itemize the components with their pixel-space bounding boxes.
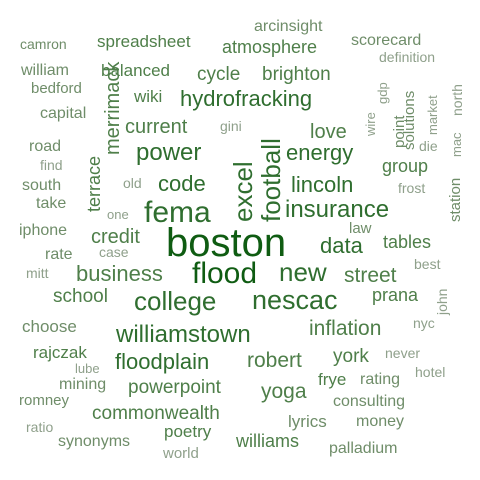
word-wiki: wiki	[133, 87, 162, 106]
word-tables: tables	[383, 232, 431, 252]
word-mitt: mitt	[26, 265, 49, 281]
word-fema: fema	[144, 196, 211, 229]
word-north: north	[449, 84, 465, 116]
word-commonwealth: commonwealth	[92, 403, 220, 424]
word-station: station	[447, 178, 464, 222]
word-street: street	[344, 264, 397, 287]
word-flood: flood	[192, 257, 257, 290]
word-choose: choose	[22, 317, 77, 336]
word-power: power	[136, 139, 201, 166]
word-new: new	[279, 257, 327, 287]
word-frost: frost	[398, 180, 425, 196]
word-college: college	[134, 286, 216, 316]
word-gdp: gdp	[375, 82, 390, 104]
word-energy: energy	[286, 140, 353, 165]
word-yoga: yoga	[261, 380, 307, 403]
word-best: best	[414, 256, 441, 272]
word-robert: robert	[247, 349, 302, 372]
word-world: world	[162, 445, 199, 462]
word-take: take	[36, 195, 66, 212]
word-credit: credit	[91, 226, 140, 248]
word-lincoln: lincoln	[291, 172, 353, 197]
word-rate: rate	[45, 246, 73, 263]
word-road: road	[29, 138, 61, 155]
word-case: case	[99, 244, 129, 260]
word-code: code	[158, 171, 206, 196]
word-york: york	[333, 346, 369, 367]
word-arcinsight: arcinsight	[254, 18, 323, 35]
word-ratio: ratio	[26, 419, 53, 435]
word-balanced: balanced	[101, 61, 170, 80]
word-rating: rating	[360, 371, 400, 388]
word-frye: frye	[318, 370, 346, 389]
word-nescac: nescac	[252, 285, 338, 315]
word-capital: capital	[40, 105, 86, 122]
word-never: never	[385, 345, 420, 361]
word-current: current	[125, 116, 188, 138]
word-nyc: nyc	[413, 315, 435, 331]
word-prana: prana	[372, 285, 419, 305]
word-poetry: poetry	[164, 422, 212, 441]
word-iphone: iphone	[19, 222, 67, 239]
word-group: group	[382, 156, 428, 176]
word-business: business	[76, 261, 163, 286]
word-synonyms: synonyms	[58, 433, 130, 450]
word-hotel: hotel	[415, 364, 445, 380]
word-money: money	[356, 413, 404, 430]
word-spreadsheet: spreadsheet	[97, 32, 191, 51]
word-excel: excel	[228, 161, 258, 222]
word-gini: gini	[220, 118, 242, 134]
word-wire: wire	[363, 112, 378, 137]
word-insurance: insurance	[285, 196, 389, 223]
word-williamstown: williamstown	[115, 321, 251, 348]
word-floodplain: floodplain	[115, 349, 209, 374]
word-romney: romney	[19, 392, 70, 409]
word-school: school	[53, 286, 108, 307]
word-mac: mac	[449, 132, 464, 157]
word-law: law	[349, 220, 372, 237]
word-market: market	[425, 95, 440, 135]
word-old: old	[123, 175, 142, 191]
word-hydrofracking: hydrofracking	[180, 86, 312, 111]
word-point: point	[391, 115, 408, 148]
word-one: one	[107, 207, 129, 222]
word-williams: williams	[235, 431, 299, 451]
word-brighton: brighton	[262, 64, 331, 85]
word-consulting: consulting	[333, 393, 405, 410]
word-bedford: bedford	[31, 80, 82, 97]
word-lyrics: lyrics	[288, 412, 327, 431]
word-love: love	[310, 121, 347, 143]
word-rajczak: rajczak	[33, 343, 87, 362]
word-inflation: inflation	[309, 317, 381, 340]
word-william: william	[20, 62, 69, 79]
word-atmosphere: atmosphere	[222, 37, 317, 57]
word-terrace: terrace	[84, 156, 104, 212]
word-data: data	[320, 233, 364, 258]
word-boston: boston	[166, 221, 286, 265]
word-john: john	[434, 289, 450, 316]
word-cycle: cycle	[197, 64, 240, 85]
word-find: find	[40, 157, 63, 173]
word-palladium: palladium	[329, 440, 397, 457]
word-powerpoint: powerpoint	[128, 377, 222, 398]
word-football: football	[256, 138, 286, 222]
word-scorecard: scorecard	[351, 32, 421, 49]
word-die: die	[419, 138, 438, 154]
word-definition: definition	[379, 49, 435, 65]
word-solutions: solutions	[401, 91, 418, 150]
word-camron: camron	[20, 36, 67, 52]
word-mining: mining	[59, 376, 106, 393]
word-south: south	[22, 177, 61, 194]
word-lube: lube	[75, 361, 100, 376]
word-merrimack: merrimack	[102, 61, 124, 155]
